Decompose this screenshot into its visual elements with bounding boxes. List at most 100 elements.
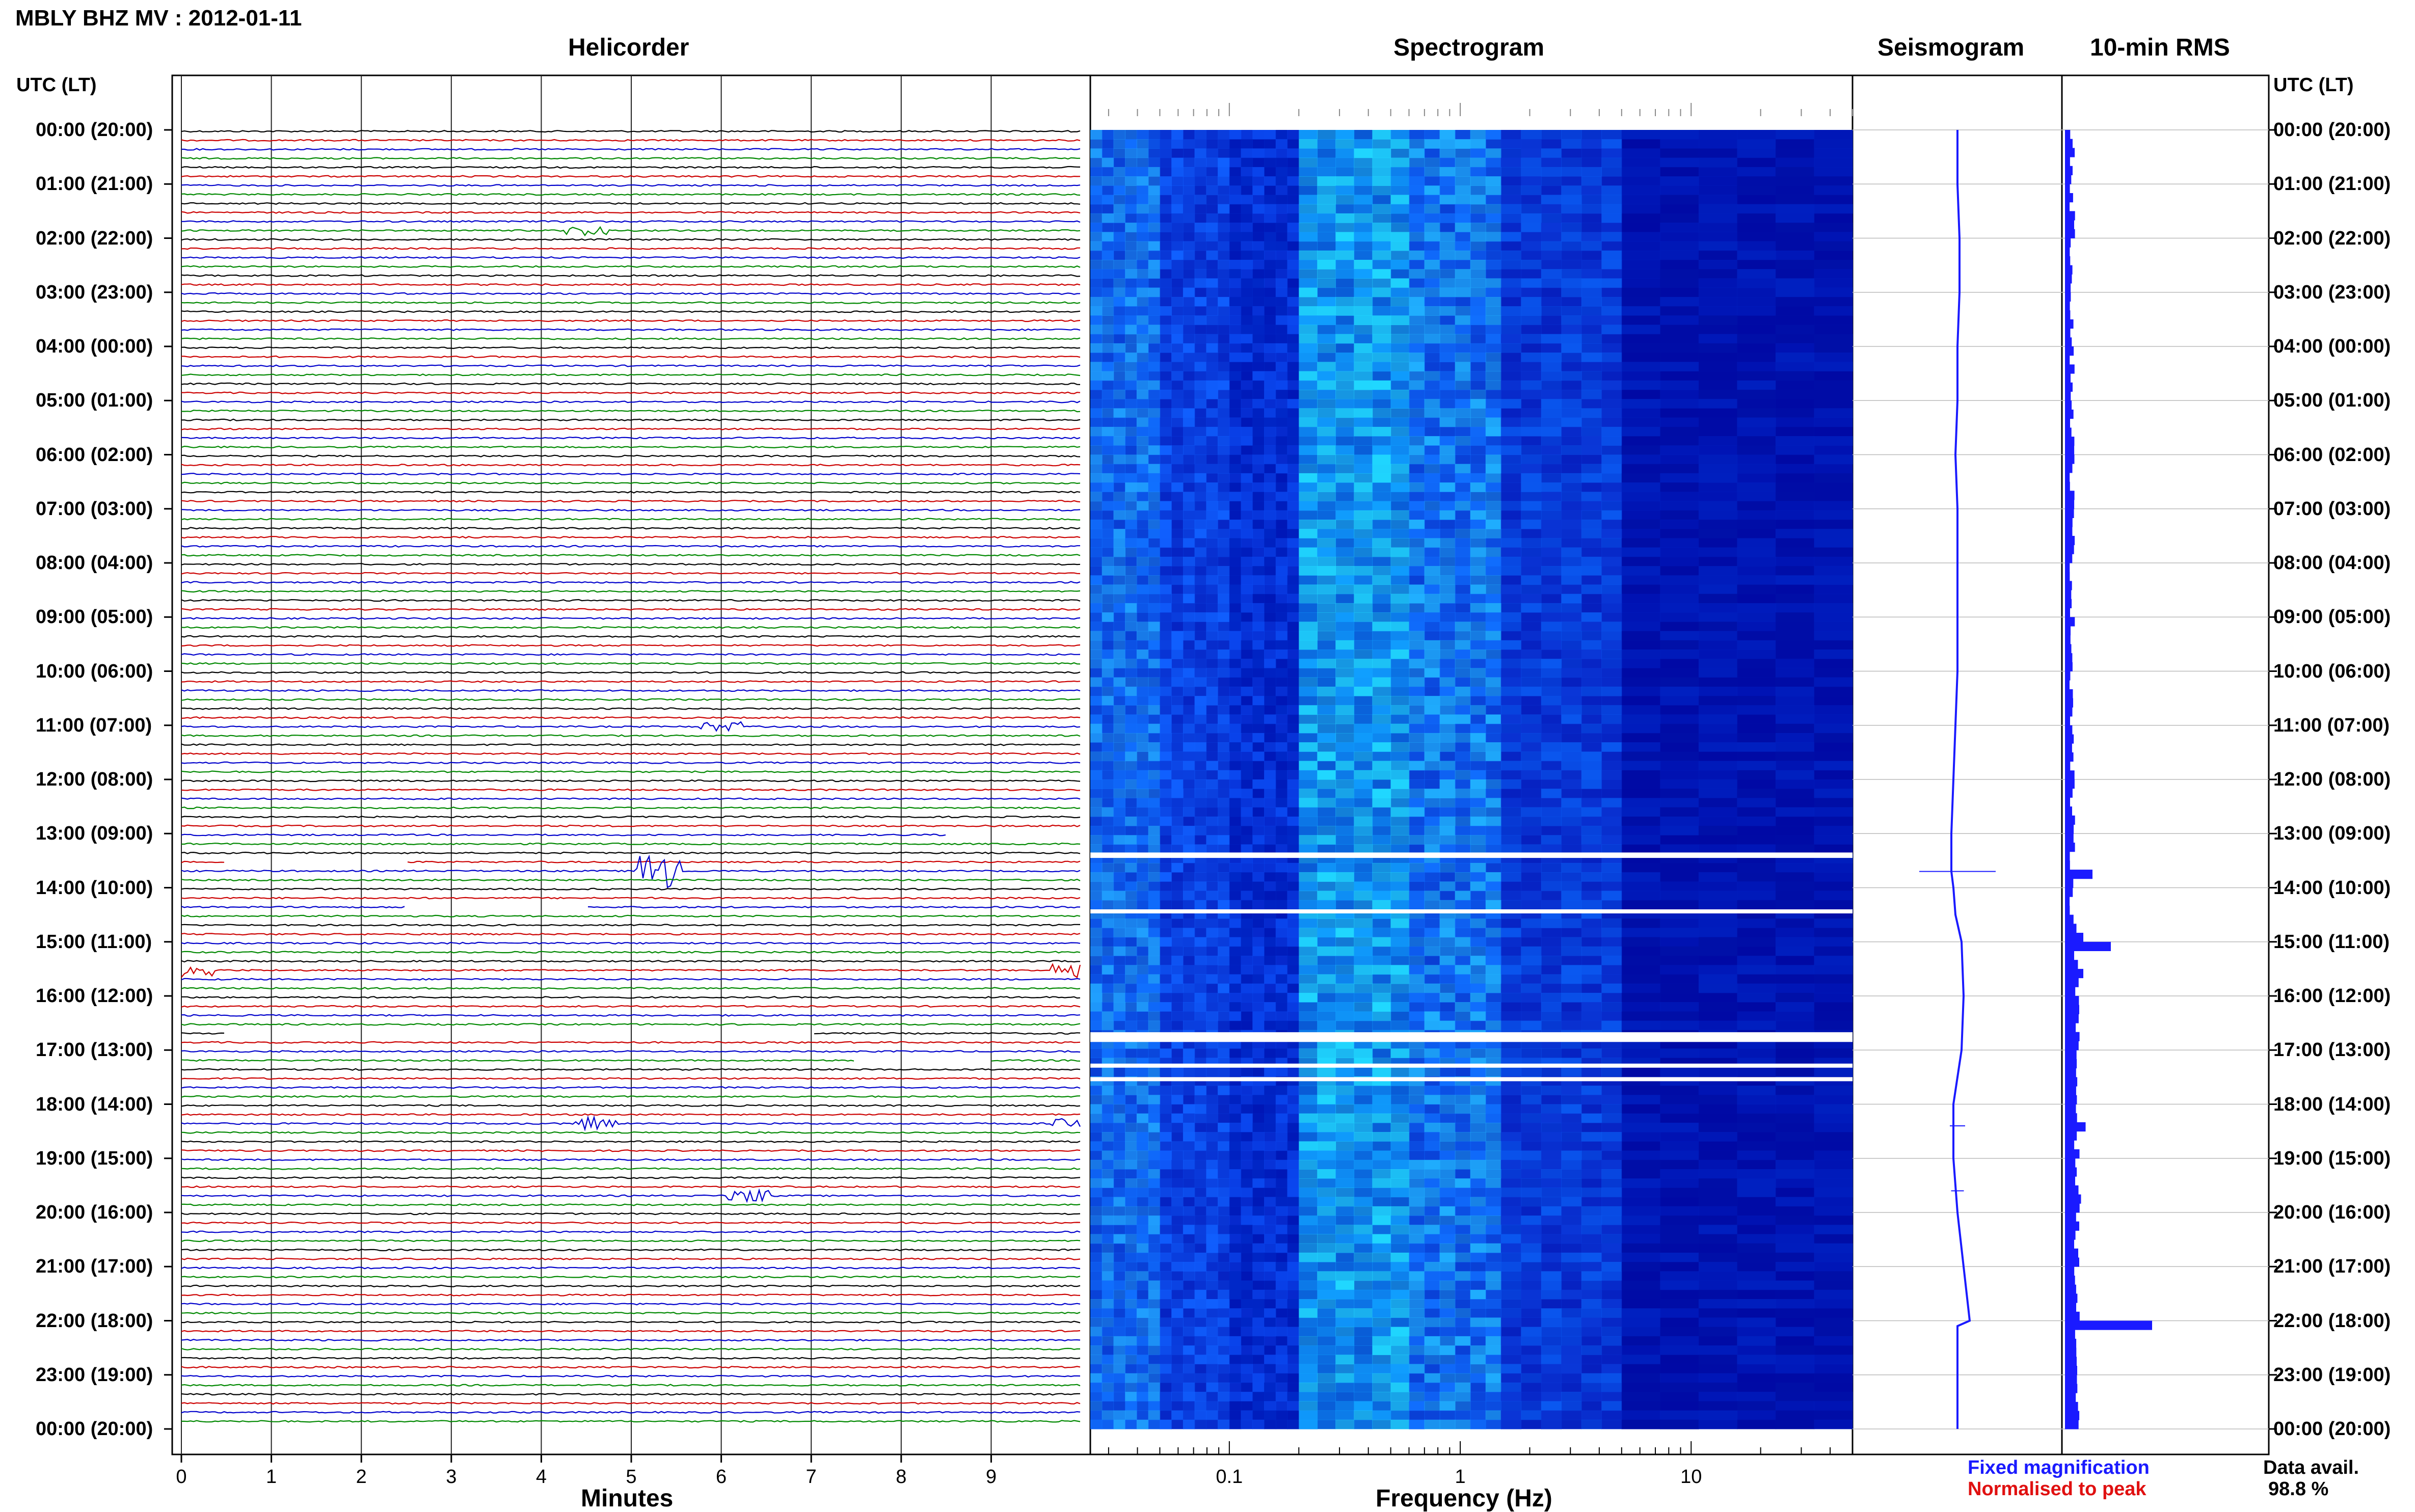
spectrogram-cell — [1660, 1067, 1699, 1077]
spectrogram-cell — [1252, 315, 1265, 325]
spectrogram-cell — [1114, 473, 1126, 483]
spectrogram-cell — [1354, 937, 1373, 947]
spectrogram-cell — [1183, 343, 1195, 353]
spectrogram-cell — [1287, 204, 1300, 214]
spectrogram-cell — [1660, 408, 1699, 418]
spectrogram-cell — [1699, 436, 1737, 446]
spectrogram-cell — [1137, 353, 1149, 362]
spectrogram-cell — [1354, 687, 1373, 696]
spectrogram-cell — [1354, 510, 1373, 520]
spectrogram-cell — [1090, 213, 1103, 223]
spectrogram-cell — [1299, 334, 1318, 344]
spectrogram-cell — [1218, 1002, 1230, 1012]
spectrogram-cell — [1137, 176, 1149, 186]
spectrogram-cell — [1229, 1104, 1242, 1114]
spectrogram-cell — [1137, 510, 1149, 520]
spectrogram-cell — [1776, 269, 1814, 279]
spectrogram-cell — [1276, 1132, 1288, 1142]
spectrogram-cell — [1354, 195, 1373, 205]
spectrogram-cell — [1317, 1151, 1336, 1160]
spectrogram-cell — [1541, 390, 1562, 399]
spectrogram-cell — [1252, 863, 1265, 873]
spectrogram-cell — [1206, 1169, 1218, 1179]
spectrogram-cell — [1814, 297, 1853, 307]
spectrogram-cell — [1252, 947, 1265, 956]
spectrogram-cell — [1541, 399, 1562, 409]
spectrogram-cell — [1372, 482, 1391, 492]
spectrogram-cell — [1299, 510, 1318, 520]
spectrogram-cell — [1276, 770, 1288, 780]
spectrogram-cell — [1090, 315, 1103, 325]
spectrogram-cell — [1218, 1123, 1230, 1132]
spectrogram-cell — [1299, 807, 1318, 817]
spectrogram-cell — [1102, 492, 1114, 501]
spectrogram-cell — [1317, 1114, 1336, 1123]
spectrogram-cell — [1114, 213, 1126, 223]
spectrogram-cell — [1440, 640, 1456, 650]
spectrogram-cell — [1183, 464, 1195, 474]
spectrogram-cell — [1171, 631, 1184, 641]
spectrogram-cell — [1137, 306, 1149, 316]
spectrogram-cell — [1814, 900, 1853, 910]
spectrogram-cell — [1218, 678, 1230, 687]
spectrogram-cell — [1581, 427, 1602, 437]
spectrogram-cell — [1354, 371, 1373, 381]
spectrogram-cell — [1440, 390, 1456, 399]
spectrogram-cell — [1125, 445, 1137, 455]
spectrogram-cell — [1425, 176, 1440, 186]
spectrogram-cell — [1814, 761, 1853, 771]
spectrogram-cell — [1521, 631, 1541, 641]
spectrogram-cell — [1601, 1002, 1622, 1012]
spectrogram-cell — [1814, 1169, 1853, 1179]
spectrogram-cell — [1660, 399, 1699, 409]
spectrogram-cell — [1391, 269, 1410, 279]
spectrogram-cell — [1148, 557, 1161, 566]
spectrogram-cell — [1501, 659, 1521, 668]
spectrogram-cell — [1581, 1048, 1602, 1058]
spectrogram-cell — [1264, 1086, 1276, 1095]
spectrogram-cell — [1195, 603, 1207, 613]
spectrogram-cell — [1541, 1178, 1562, 1188]
spectrogram-cell — [1660, 139, 1699, 149]
spectrogram-cell — [1521, 594, 1541, 604]
spectrogram-cell — [1171, 482, 1184, 492]
spectrogram-cell — [1776, 195, 1814, 205]
spectrogram-cell — [1470, 455, 1486, 465]
spectrogram-cell — [1299, 817, 1318, 826]
spectrogram-cell — [1241, 334, 1253, 344]
spectrogram-cell — [1622, 585, 1660, 595]
spectrogram-cell — [1776, 937, 1814, 947]
spectrogram-cell — [1737, 204, 1776, 214]
spectrogram-cell — [1391, 1086, 1410, 1095]
spectrogram-cell — [1183, 195, 1195, 205]
spectrogram-cell — [1440, 900, 1456, 910]
spectrogram-cell — [1241, 158, 1253, 168]
spectrogram-cell — [1776, 965, 1814, 975]
spectrogram-cell — [1335, 278, 1354, 288]
spectrogram-cell — [1372, 371, 1391, 381]
spectrogram-cell — [1425, 668, 1440, 678]
spectrogram-cell — [1229, 213, 1242, 223]
spectrogram-cell — [1776, 789, 1814, 798]
spectrogram-cell — [1660, 612, 1699, 622]
spectrogram-cell — [1125, 1067, 1137, 1077]
spectrogram-cell — [1317, 891, 1336, 901]
spectrogram-cell — [1148, 1160, 1161, 1170]
spectrogram-cell — [1299, 798, 1318, 807]
spectrogram-cell — [1114, 705, 1126, 715]
spectrogram-cell — [1090, 510, 1103, 520]
spectrogram-cell — [1299, 1178, 1318, 1188]
spectrogram-cell — [1622, 1151, 1660, 1160]
spectrogram-cell — [1354, 278, 1373, 288]
spectrogram-cell — [1148, 566, 1161, 576]
spectrogram-cell — [1195, 195, 1207, 205]
spectrogram-cell — [1814, 696, 1853, 706]
spectrogram-cell — [1206, 585, 1218, 595]
spectrogram-cell — [1218, 659, 1230, 668]
spectrogram-cell — [1455, 1067, 1471, 1077]
spectrogram-cell — [1183, 251, 1195, 260]
spectrogram-cell — [1601, 733, 1622, 743]
spectrogram-cell — [1287, 557, 1300, 566]
spectrogram-cell — [1125, 705, 1137, 715]
spectrogram-cell — [1125, 761, 1137, 771]
